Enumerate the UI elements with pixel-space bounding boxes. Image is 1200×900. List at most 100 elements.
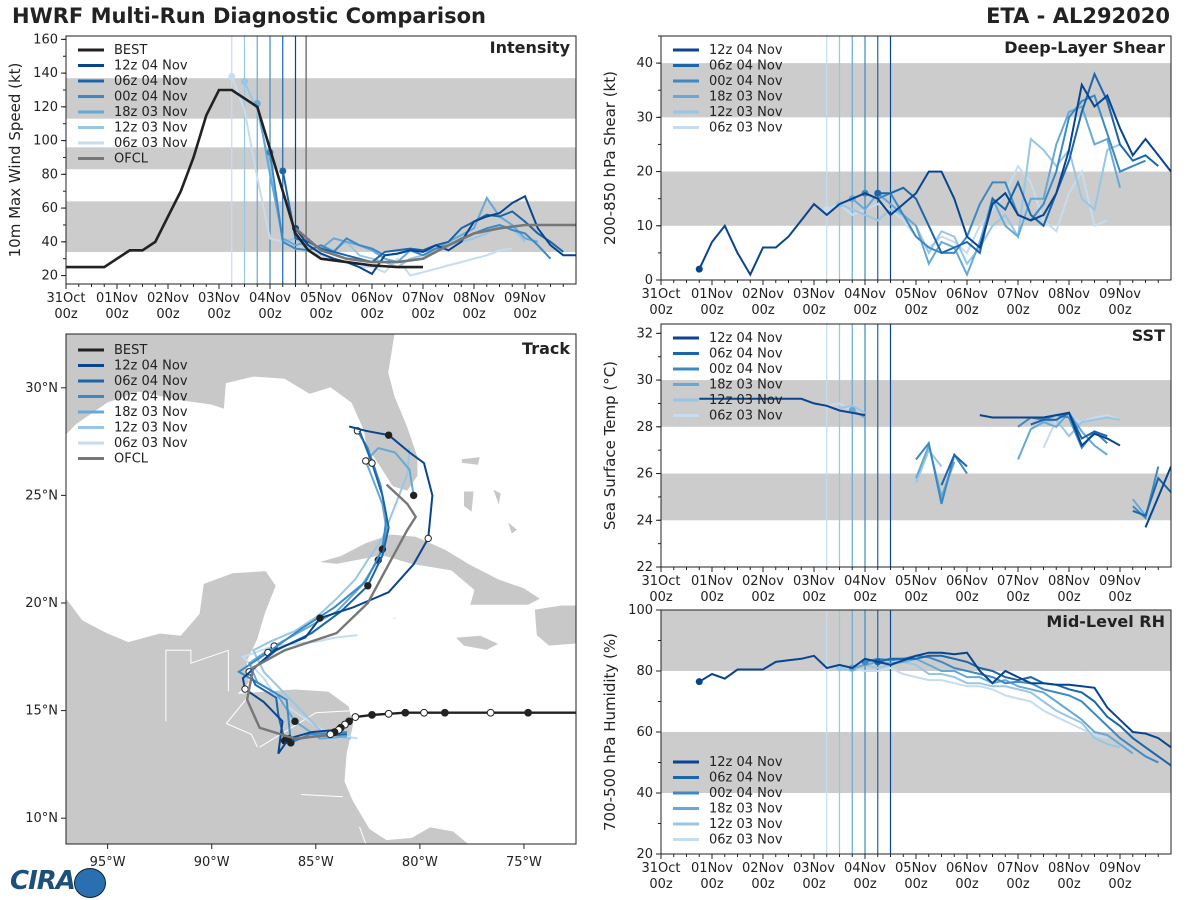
land-caymans	[390, 616, 399, 620]
track-marker	[362, 457, 370, 465]
x-tick-label: 00z	[904, 877, 928, 892]
y-tick-label: 60	[636, 725, 653, 740]
legend-label: 12z 03 Nov	[114, 421, 188, 436]
x-tick-label: 00z	[258, 307, 282, 322]
shear-panel: 01020304031Oct00z01Nov00z02Nov00z03Nov00…	[601, 35, 1172, 318]
y-tick-label: 10	[636, 219, 653, 234]
legend-label: 12z 03 Nov	[709, 817, 783, 832]
x-tick-label: 05Nov	[895, 574, 937, 589]
x-tick-label: 00z	[360, 307, 384, 322]
x-tick-label: 00z	[1057, 303, 1081, 318]
init-marker	[695, 678, 703, 686]
panel-title: Deep-Layer Shear	[1004, 38, 1165, 57]
x-tick-label: 00z	[411, 307, 435, 322]
panel-title: SST	[1132, 326, 1165, 345]
map-frame	[65, 333, 577, 845]
legend-label: 06z 04 Nov	[114, 374, 188, 389]
init-marker	[874, 189, 882, 197]
sst-panel: 22242628303231Oct00z01Nov00z02Nov00z03No…	[601, 323, 1172, 605]
track-panel: 95°W 90°W 85°W 80°W 75°W 10°N 15°N 20°N 25°N 30°N…	[25, 333, 577, 870]
track-marker	[316, 614, 324, 622]
x-tick-label: 02Nov	[742, 574, 784, 589]
panel-title: Intensity	[490, 38, 571, 57]
series-line	[826, 164, 1108, 255]
x-tick-label: 00z	[462, 307, 486, 322]
legend-label: 00z 04 Nov	[709, 362, 783, 377]
series-line	[281, 170, 564, 264]
x-tick-label: 07Nov	[997, 287, 1039, 302]
x-tick-label: 06Nov	[946, 287, 988, 302]
x-tick-label: 00z	[54, 307, 78, 322]
y-axis-label: 700-500 hPa Humidity (%)	[601, 633, 619, 831]
best-marker	[368, 710, 376, 719]
x-tick-label: 06Nov	[946, 861, 988, 876]
y-tick-label: 80	[636, 664, 653, 679]
land-bahamas	[463, 490, 475, 514]
country-border	[259, 710, 354, 748]
x-tick-label: 02Nov	[742, 861, 784, 876]
legend-label: 06z 04 Nov	[709, 59, 783, 74]
best-marker	[524, 708, 533, 717]
series-line	[698, 651, 1171, 749]
land-jamaica	[454, 634, 500, 651]
x-tick-label: 04Nov	[249, 291, 291, 306]
x-tick-label: 09Nov	[1099, 287, 1141, 302]
series-line	[877, 71, 1159, 255]
legend-label: BEST	[114, 343, 147, 358]
shaded-band	[66, 147, 576, 170]
globe-icon	[74, 868, 106, 898]
y-tick-label: 30	[636, 110, 653, 125]
x-tick-label: 00z	[955, 590, 979, 605]
y-tick-label: 20	[636, 847, 653, 862]
country-border	[165, 649, 229, 722]
x-tick-label: 00z	[1006, 590, 1030, 605]
x-tick-label: 03Nov	[793, 574, 835, 589]
y-tick-label: 60	[41, 201, 58, 216]
land-bahamas	[491, 488, 502, 508]
x-tick-label: 08Nov	[1048, 574, 1090, 589]
series-line	[826, 663, 1108, 740]
x-tick-label: 04Nov	[844, 287, 886, 302]
init-marker	[279, 167, 287, 175]
track-marker	[384, 431, 393, 439]
x-tick-label: 08Nov	[1048, 861, 1090, 876]
plot-area	[699, 324, 1171, 567]
legend-label: 12z 03 Nov	[114, 121, 188, 136]
x-tick-label: 01Nov	[691, 287, 733, 302]
x-tick-label: 00z	[649, 590, 673, 605]
best-marker	[326, 730, 335, 739]
plot-area	[695, 36, 1171, 280]
x-tick-label: 05Nov	[895, 287, 937, 302]
best-marker	[440, 708, 449, 717]
x-tick-label: 01Nov	[691, 574, 733, 589]
legend-label: OFCL	[114, 152, 149, 167]
country-border	[359, 826, 367, 844]
land-usa	[66, 334, 419, 492]
x-tick-label: 00z	[649, 877, 673, 892]
legend-label: 06z 03 Nov	[709, 409, 783, 424]
x-tick-label: 00z	[1006, 877, 1030, 892]
y-tick-label: 40	[41, 235, 58, 250]
lon-tick-label: 80°W	[402, 855, 438, 870]
x-tick-label: 31Oct	[641, 287, 680, 302]
legend-label: 12z 04 Nov	[114, 59, 188, 74]
y-tick-label: 28	[636, 420, 653, 435]
legend-label: 12z 03 Nov	[709, 105, 783, 120]
best-line	[66, 88, 423, 269]
shaded-band	[661, 380, 1171, 427]
x-tick-label: 00z	[802, 303, 826, 318]
best-marker	[420, 708, 428, 717]
shaded-band	[661, 732, 1171, 793]
legend-label: 18z 03 Nov	[709, 90, 783, 105]
best-marker	[486, 708, 495, 717]
x-tick-label: 00z	[1057, 877, 1081, 892]
series-line	[230, 76, 513, 277]
map-area	[66, 334, 576, 844]
figure-title: HWRF Multi-Run Diagnostic Comparison	[12, 4, 487, 28]
x-tick-label: 09Nov	[1099, 861, 1141, 876]
track-marker	[368, 459, 376, 467]
x-tick-label: 00z	[649, 303, 673, 318]
